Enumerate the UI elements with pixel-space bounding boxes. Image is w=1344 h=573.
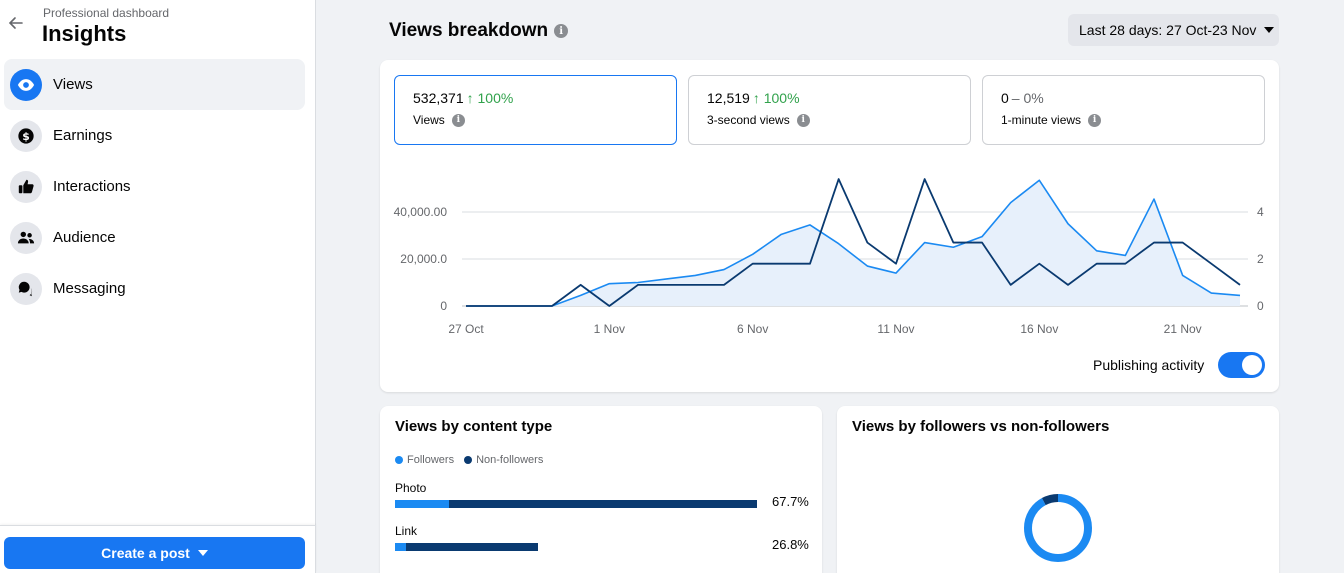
- eye-icon: [10, 68, 42, 101]
- content-type-card: Views by content type Followers Non-foll…: [380, 406, 822, 573]
- legend-label: Non-followers: [476, 454, 544, 466]
- metric-1-minute-views[interactable]: 0– 0% 1-minute views i: [982, 75, 1265, 145]
- metric-value: 532,371: [413, 90, 464, 106]
- content-bar: [395, 543, 539, 551]
- donut-slice-followers: [1024, 494, 1092, 562]
- content-type-label: Link: [395, 524, 418, 538]
- create-post-label: Create a post: [101, 545, 190, 561]
- views-series-area: [466, 180, 1240, 306]
- metric-views[interactable]: 532,371 ↑ 100% Views i: [394, 75, 677, 145]
- section-header: Views breakdown i: [389, 20, 569, 42]
- metric-value: 0: [1001, 90, 1009, 106]
- thumbs-up-icon: [10, 170, 42, 203]
- x-tick-label: 27 Oct: [448, 322, 484, 336]
- metric-label: 3-second views: [707, 113, 790, 127]
- views-series-line: [466, 179, 1241, 307]
- y-tick-label-right: 0: [1257, 299, 1264, 313]
- metric-change: ↑ 100%: [752, 90, 800, 106]
- dollar-icon: $: [10, 119, 42, 152]
- x-tick-label: 1 Nov: [594, 322, 625, 336]
- publishing-activity-series-line: [466, 178, 1241, 307]
- y-tick-label-right: 2: [1257, 252, 1264, 266]
- followers-donut-chart: [1024, 494, 1092, 562]
- metric-label: 1-minute views: [1001, 113, 1082, 127]
- sidebar-footer: Create a post: [0, 525, 316, 573]
- legend-label: Followers: [407, 454, 455, 466]
- views-breakdown-card: 532,371 ↑ 100% Views i 12,519 ↑ 100% 3-seco…: [380, 60, 1279, 392]
- publishing-activity-label: Publishing activity: [1093, 357, 1205, 373]
- info-icon[interactable]: i: [554, 24, 569, 38]
- sidebar-item-label: Views: [53, 76, 93, 93]
- metric-3-second-views[interactable]: 12,519 ↑ 100% 3-second views i: [688, 75, 971, 145]
- bar-segment-non-followers: [449, 500, 757, 508]
- breadcrumb: Professional dashboard: [43, 6, 170, 20]
- chat-bubbles-icon: [10, 272, 42, 305]
- sidebar-item-label: Audience: [53, 229, 116, 246]
- y-tick-label-left: 20,000.0: [400, 252, 447, 266]
- publishing-activity-toggle[interactable]: [1218, 352, 1265, 378]
- bar-segment-followers: [395, 500, 450, 508]
- x-tick-label: 11 Nov: [877, 322, 914, 336]
- toggle-knob: [1242, 355, 1262, 375]
- metric-label: Views: [413, 113, 445, 127]
- followers-card: Views by followers vs non-followers: [837, 406, 1279, 573]
- chevron-down-icon: [197, 550, 208, 556]
- sidebar-item-earnings[interactable]: $ Earnings: [4, 110, 305, 161]
- info-icon[interactable]: i: [451, 113, 465, 127]
- views-line-chart: 0 0 20,000.0 2 40,000.00 4 27 Oct 1 Nov 6 Nov 11 …: [394, 178, 1264, 336]
- content-type-percent: 26.8%: [772, 537, 809, 552]
- content-row-link: Link 26.8%: [395, 524, 815, 552]
- sidebar-item-label: Interactions: [53, 178, 131, 195]
- bar-segment-followers: [395, 543, 407, 551]
- legend-item-followers: Followers: [395, 454, 454, 466]
- metric-value: 12,519: [707, 90, 750, 106]
- sidebar-item-label: Earnings: [53, 127, 113, 144]
- legend-item-non-followers: Non-followers: [464, 454, 543, 466]
- y-tick-label-left: 0: [440, 299, 447, 313]
- content-type-percent: 67.7%: [772, 494, 809, 509]
- svg-text:$: $: [22, 130, 30, 143]
- sidebar-nav: Views $ Earnings Interactions Audience M…: [4, 59, 305, 314]
- chart-legend: Followers Non-followers: [395, 454, 553, 466]
- card-title: Views by followers vs non-followers: [852, 418, 1110, 435]
- y-tick-label-left: 40,000.00: [394, 205, 448, 219]
- sidebar-item-views[interactable]: Views: [4, 59, 305, 110]
- content-type-label: Photo: [395, 481, 427, 495]
- page-title: Insights: [42, 21, 127, 46]
- sidebar-item-interactions[interactable]: Interactions: [4, 161, 305, 212]
- content-row-photo: Photo 67.7%: [395, 481, 815, 509]
- info-icon[interactable]: i: [1088, 113, 1102, 127]
- sidebar-item-messaging[interactable]: Messaging: [4, 263, 305, 314]
- create-post-button[interactable]: Create a post: [4, 537, 305, 569]
- metric-change: – 0%: [1011, 90, 1044, 106]
- donut-slice-non-followers: [1024, 494, 1092, 562]
- legend-dot: [464, 456, 473, 464]
- x-tick-label: 21 Nov: [1164, 322, 1202, 336]
- card-title: Views by content type: [395, 418, 553, 435]
- legend-dot: [395, 456, 403, 464]
- x-tick-label: 16 Nov: [1020, 322, 1058, 336]
- bar-segment-non-followers: [406, 543, 539, 551]
- people-icon: [10, 221, 42, 254]
- x-tick-label: 6 Nov: [737, 322, 768, 336]
- content-bar: [395, 500, 757, 508]
- back-arrow-icon[interactable]: [6, 13, 26, 33]
- section-title: Views breakdown: [389, 20, 549, 41]
- y-tick-label-right: 4: [1257, 205, 1264, 219]
- date-range-selector[interactable]: Last 28 days: 27 Oct-23 Nov: [1068, 14, 1279, 46]
- info-icon[interactable]: i: [796, 113, 810, 127]
- sidebar-item-label: Messaging: [53, 280, 126, 297]
- metric-change: ↑ 100%: [466, 90, 514, 106]
- chevron-down-icon: [1264, 27, 1275, 33]
- sidebar: Professional dashboard Insights Views $ …: [0, 0, 316, 573]
- sidebar-item-audience[interactable]: Audience: [4, 212, 305, 263]
- date-range-label: Last 28 days: 27 Oct-23 Nov: [1079, 22, 1257, 38]
